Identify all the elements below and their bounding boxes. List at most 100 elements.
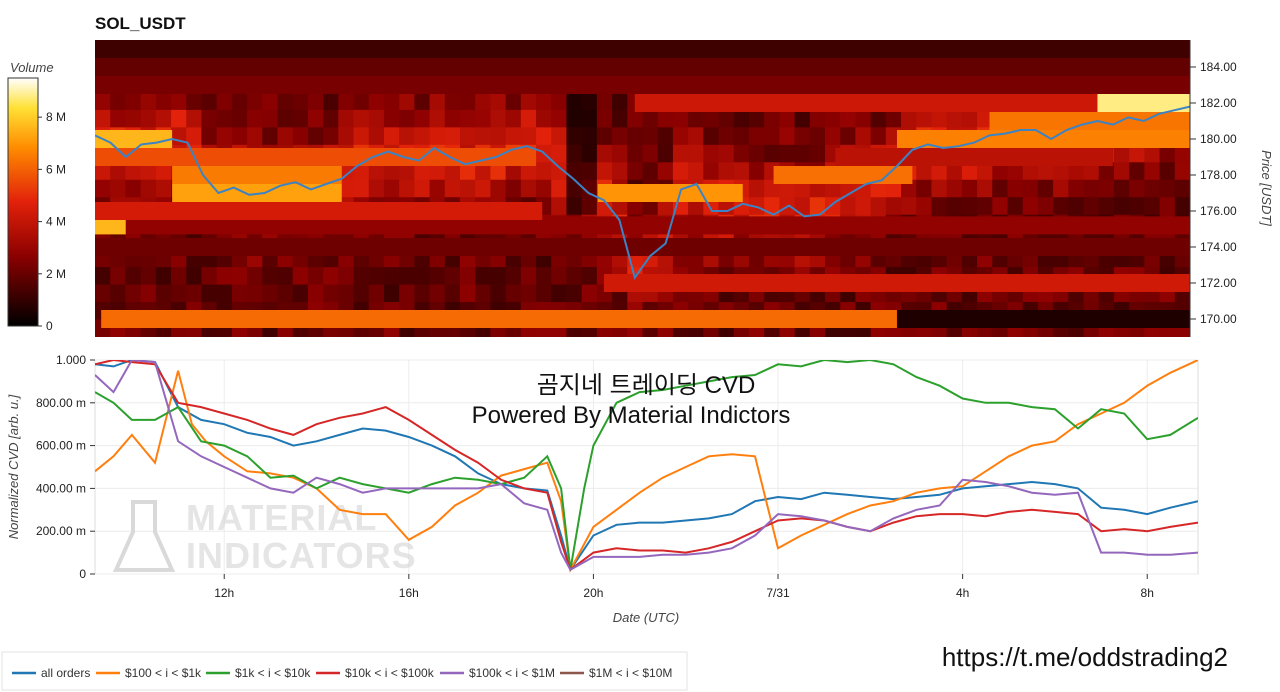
heatmap-cell <box>353 127 370 146</box>
heatmap-cell <box>688 162 704 181</box>
heatmap-cell <box>1068 197 1085 216</box>
flask-icon <box>112 500 176 572</box>
heatmap-cell <box>231 127 248 146</box>
heatmap-cell <box>95 92 111 111</box>
heatmap-cell <box>414 109 431 128</box>
heatmap-cell <box>612 162 628 181</box>
heatmap-cell <box>566 197 583 216</box>
heatmap-cell <box>688 144 704 163</box>
heatmap-cell <box>505 162 522 181</box>
heatmap-cell <box>764 179 780 198</box>
heatmap-cell <box>338 284 355 303</box>
heatmap-cell <box>536 284 552 303</box>
heatmap-cell <box>764 109 780 128</box>
colorbar-tick-label: 0 <box>46 319 53 333</box>
heatmap-cell <box>1007 197 1024 216</box>
heatmap-cell <box>977 162 993 181</box>
heatmap-cell <box>1053 197 1069 216</box>
heatmap-cell <box>1129 162 1145 181</box>
heatmap-band <box>95 148 537 166</box>
heatmap-cell <box>672 162 689 181</box>
heatmap-cell <box>262 127 279 146</box>
heatmap-cell <box>520 109 537 128</box>
cvd-y-axis-label: Normalized CVD [arb. u.] <box>6 394 21 539</box>
heatmap-cell <box>368 267 385 286</box>
heatmap-cell <box>885 109 902 128</box>
heatmap-cell <box>855 127 872 146</box>
heatmap-cell <box>475 284 492 303</box>
legend-entry: all orders <box>41 666 90 680</box>
heatmap-cell <box>809 197 826 216</box>
heatmap-cell <box>414 127 431 146</box>
heatmap-cell <box>581 144 598 163</box>
heatmap-cell <box>460 284 476 303</box>
heatmap-band <box>1097 94 1190 112</box>
heatmap-cell <box>216 284 233 303</box>
heatmap-cell <box>444 92 461 111</box>
heatmap-cell <box>764 127 780 146</box>
heatmap-cell <box>323 267 339 286</box>
legend-entry: $1k < i < $10k <box>235 666 311 680</box>
heatmap-cell <box>520 162 537 181</box>
heatmap-cell <box>444 267 461 286</box>
heatmap-cell <box>186 109 203 128</box>
cvd-series-line <box>95 360 1198 572</box>
heatmap-band <box>989 112 1190 130</box>
cvd-y-tick-label: 400.00 m <box>36 481 86 495</box>
heatmap-cell <box>475 92 492 111</box>
heatmap-cell <box>612 127 628 146</box>
heatmap-cell <box>323 284 339 303</box>
heatmap-cell <box>292 92 309 111</box>
heatmap-cell <box>110 162 127 181</box>
heatmap-cell <box>353 267 370 286</box>
heatmap-cell <box>140 162 157 181</box>
heatmap-cell <box>368 162 385 181</box>
colorbar-label: Volume <box>10 60 54 75</box>
heatmap-band <box>95 202 543 220</box>
heatmap-band <box>634 94 1190 112</box>
heatmap-cell <box>1053 162 1069 181</box>
heatmap-cell <box>825 179 841 198</box>
heatmap-cell <box>201 92 218 111</box>
heatmap-cell <box>1083 179 1100 198</box>
heatmap-cell <box>992 197 1009 216</box>
heatmap-cell <box>155 179 172 198</box>
heatmap-cell <box>231 109 248 128</box>
heatmap-cell <box>171 92 187 111</box>
cvd-y-tick-label: 600.00 m <box>36 439 86 453</box>
heatmap-cell <box>460 109 476 128</box>
heatmap-cell <box>931 179 948 198</box>
heatmap-cell <box>399 267 415 286</box>
heatmap-cell <box>353 284 370 303</box>
heatmap-cell <box>581 127 598 146</box>
heatmap-cell <box>1159 179 1176 198</box>
heatmap-cell <box>642 144 659 163</box>
heatmap-cell <box>262 284 279 303</box>
heatmap-cell <box>733 109 750 128</box>
heatmap-band <box>773 166 913 184</box>
heatmap-cell <box>231 284 248 303</box>
heatmap-cell <box>338 162 355 181</box>
heatmap-cell <box>490 284 507 303</box>
heatmap-cell <box>1098 179 1115 198</box>
heatmap-cell <box>977 197 993 216</box>
heatmap-cell <box>703 144 720 163</box>
heatmap-cell <box>916 197 933 216</box>
heatmap-cell <box>748 127 765 146</box>
heatmap-cell <box>961 109 978 128</box>
heatmap-cell <box>657 162 674 181</box>
heatmap-cell <box>353 92 370 111</box>
heatmap-cell <box>323 109 339 128</box>
heatmap-cell <box>916 109 933 128</box>
heatmap-cell <box>490 92 507 111</box>
watermark: MATERIAL INDICATORS <box>112 497 416 576</box>
heatmap-cell <box>444 162 461 181</box>
heatmap-cell <box>155 109 172 128</box>
heatmap-cell <box>718 162 735 181</box>
heatmap-cell <box>596 144 613 163</box>
heatmap-cell <box>460 127 476 146</box>
legend-box <box>1 651 688 691</box>
heatmap-cell <box>171 267 187 286</box>
heatmap-cell <box>247 92 263 111</box>
heatmap-cell <box>551 127 568 146</box>
